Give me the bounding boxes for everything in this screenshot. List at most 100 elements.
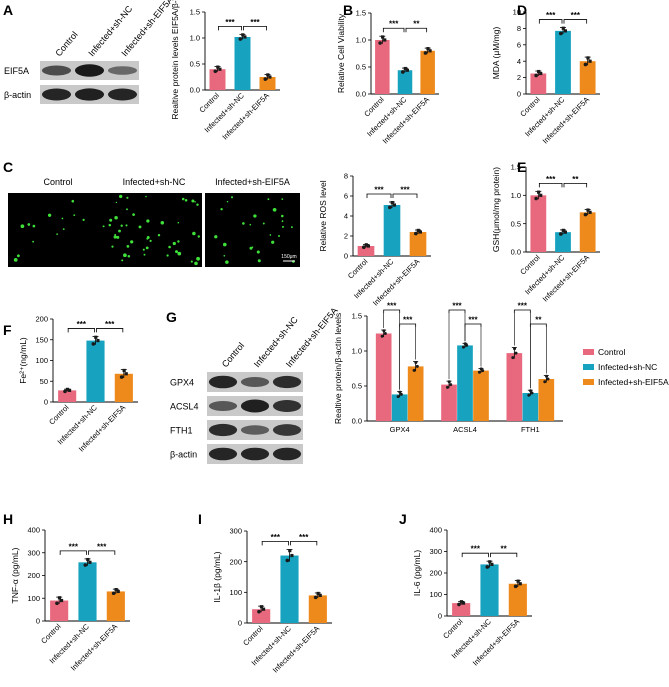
bar-2 xyxy=(397,70,413,94)
ros-spot xyxy=(47,213,52,217)
row-label: FTH1 xyxy=(170,426,193,436)
bar-fth1-2 xyxy=(522,393,539,421)
y-tick-label: 0 xyxy=(438,612,442,621)
y-tick-label: 100 xyxy=(229,588,242,597)
fluorescence-image-2 xyxy=(106,193,202,267)
data-point xyxy=(91,342,96,346)
panel-letter-c: C xyxy=(3,159,13,175)
ros-spot xyxy=(253,214,257,218)
data-point xyxy=(313,595,318,600)
significance-bracket xyxy=(67,328,95,333)
significance-bracket xyxy=(448,309,466,313)
significance-bracket xyxy=(490,552,518,558)
ros-spot xyxy=(251,246,254,248)
ros-spot xyxy=(184,199,188,202)
y-tick-label: 400 xyxy=(429,526,442,535)
ros-spot xyxy=(125,224,128,227)
bar-3 xyxy=(420,50,435,94)
ros-spot xyxy=(20,224,25,229)
blot-band xyxy=(240,399,270,413)
ros-spot xyxy=(267,198,270,201)
data-point xyxy=(513,584,518,589)
data-point xyxy=(563,230,567,234)
data-point xyxy=(114,588,118,592)
legend: Control Infected+sh-NC Infected+sh-EIF5A xyxy=(583,347,669,387)
data-point xyxy=(539,193,543,197)
y-axis-label: GSH(μmol/mg protein) xyxy=(491,167,501,252)
legend-swatch-2 xyxy=(583,364,594,370)
ros-spot xyxy=(32,240,34,243)
bar-gpx4-3 xyxy=(407,366,424,421)
data-point xyxy=(261,607,266,611)
ros-spot xyxy=(149,239,152,242)
ros-spot xyxy=(226,200,229,203)
y-tick-label: 200 xyxy=(429,569,442,578)
ros-spot xyxy=(143,253,146,256)
ros-spot xyxy=(281,214,284,218)
western-blot-a: Control Infected+sh-NCInfected+sh-EIF5AEI… xyxy=(4,0,175,104)
data-point xyxy=(392,203,396,207)
data-point xyxy=(423,51,428,55)
fluorescence-panel: Control Infected+sh-NC Infected+sh-EIF5A 15… xyxy=(8,177,300,267)
data-point xyxy=(414,360,418,364)
y-tick-label: 2 xyxy=(517,73,521,82)
bar-2 xyxy=(383,205,401,256)
y-axis-label: Realtive protein/β-actin levels xyxy=(333,313,343,424)
significance-bracket xyxy=(513,309,531,313)
data-point xyxy=(318,593,322,597)
data-point xyxy=(588,59,592,63)
data-point xyxy=(537,69,541,74)
bar-2 xyxy=(86,340,105,402)
y-axis-label: Relative Cell Viability xyxy=(336,13,346,93)
bar-1 xyxy=(58,390,77,402)
bar-gpx4-2 xyxy=(391,394,408,421)
ros-spot xyxy=(113,235,117,239)
data-point xyxy=(116,589,120,594)
bar-3 xyxy=(106,591,125,621)
chart-f: 050100150200Fe²⁺(ng/mL)ControlInfected+s… xyxy=(18,315,138,453)
data-point xyxy=(414,231,418,236)
data-point xyxy=(316,591,320,596)
data-point xyxy=(263,77,268,81)
ros-spot xyxy=(214,235,218,239)
ros-spot xyxy=(191,199,195,203)
significance-bracket xyxy=(96,328,124,333)
data-point xyxy=(412,368,416,372)
ros-spot xyxy=(145,246,149,250)
data-point xyxy=(488,560,492,564)
y-tick-label: 0 xyxy=(44,398,48,407)
ros-spot xyxy=(157,233,161,237)
blot-band xyxy=(272,400,302,412)
ros-spot xyxy=(142,248,145,251)
ros-spot xyxy=(62,228,65,231)
ros-spot xyxy=(108,223,112,227)
data-point xyxy=(459,600,464,604)
significance-label: *** xyxy=(250,18,260,27)
bar-2 xyxy=(234,36,251,90)
data-point xyxy=(88,560,92,564)
blot-band xyxy=(272,447,302,461)
data-point xyxy=(518,582,522,586)
ros-spot xyxy=(177,251,182,256)
ros-spot xyxy=(82,218,85,222)
data-point xyxy=(516,579,520,583)
data-point xyxy=(238,37,243,41)
ros-spot xyxy=(197,235,201,238)
y-tick-label: 4 xyxy=(344,212,348,221)
blot-band xyxy=(272,424,302,436)
y-tick-label: 200 xyxy=(229,557,242,566)
data-point xyxy=(290,553,294,558)
data-point xyxy=(561,26,565,30)
data-point xyxy=(543,380,547,384)
data-point xyxy=(57,596,62,600)
ros-spot xyxy=(278,235,280,237)
row-label: EIF5A xyxy=(4,66,29,76)
x-tick-label: ACSL4 xyxy=(453,425,477,434)
blot-band xyxy=(74,64,105,77)
data-point xyxy=(119,375,124,379)
ros-spot xyxy=(120,224,123,227)
data-point xyxy=(583,212,588,217)
